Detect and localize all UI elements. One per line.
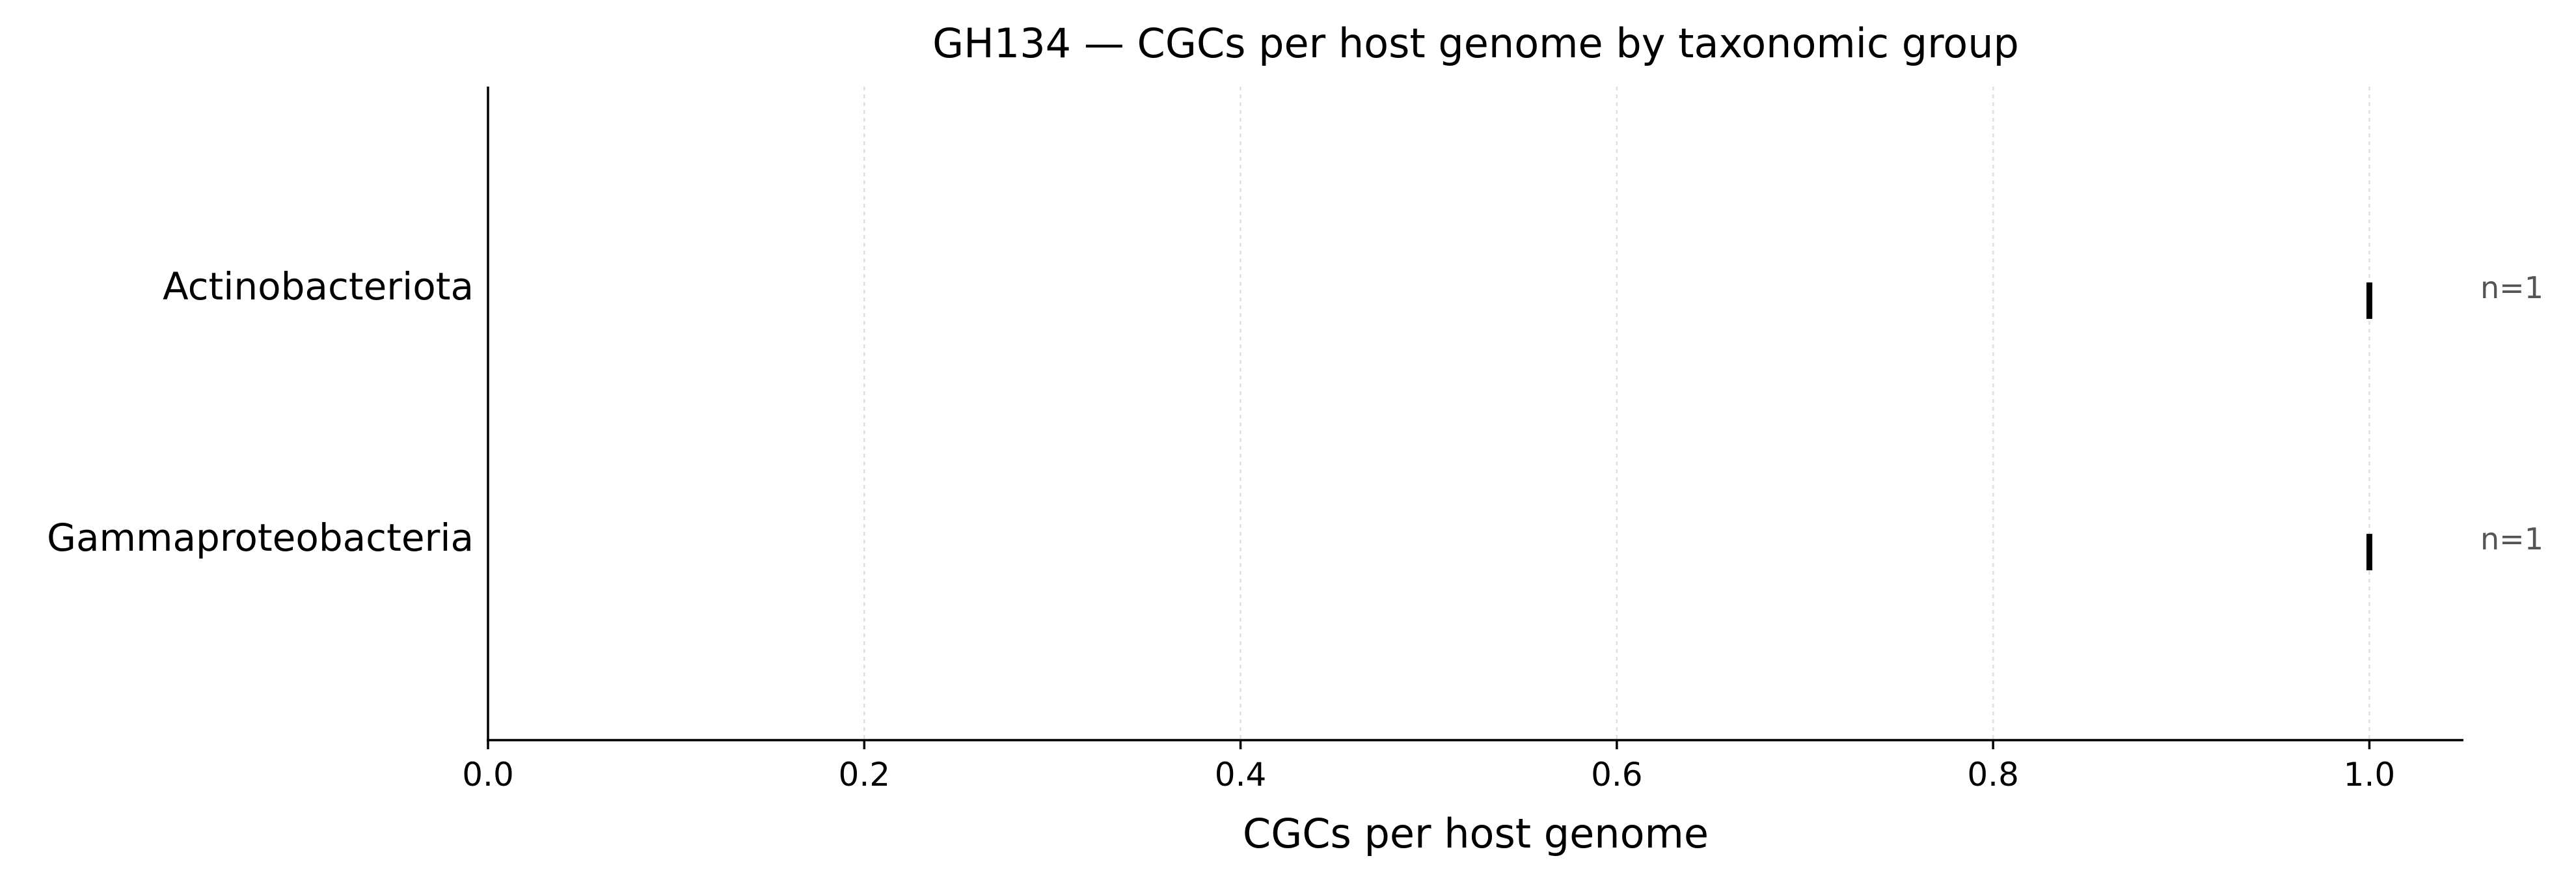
category-label: Actinobacteriota (163, 264, 474, 309)
x-tick-label: 0.2 (839, 756, 891, 794)
x-tick-label: 0.6 (1591, 756, 1643, 794)
x-tick-label: 0.4 (1215, 756, 1267, 794)
category-label: Gammaproteobacteria (47, 516, 474, 560)
grid-lines (863, 87, 2370, 740)
x-tick-label: 0.8 (1967, 756, 2019, 794)
x-tick-label: 1.0 (2344, 756, 2396, 794)
x-tick-label: 0.0 (462, 756, 514, 794)
category-labels: Actinobacteriota Gammaproteobacteria (47, 264, 474, 560)
x-axis-label: CGCs per host genome (1243, 810, 1709, 857)
x-axis-ticks: 0.0 0.2 0.4 0.6 0.8 1.0 (462, 740, 2395, 794)
count-annotation: n=1 (2480, 521, 2543, 557)
count-annotations: n=1 n=1 (2480, 270, 2543, 557)
chart-title: GH134 — CGCs per host genome by taxonomi… (932, 20, 2019, 67)
count-annotation: n=1 (2480, 270, 2543, 305)
